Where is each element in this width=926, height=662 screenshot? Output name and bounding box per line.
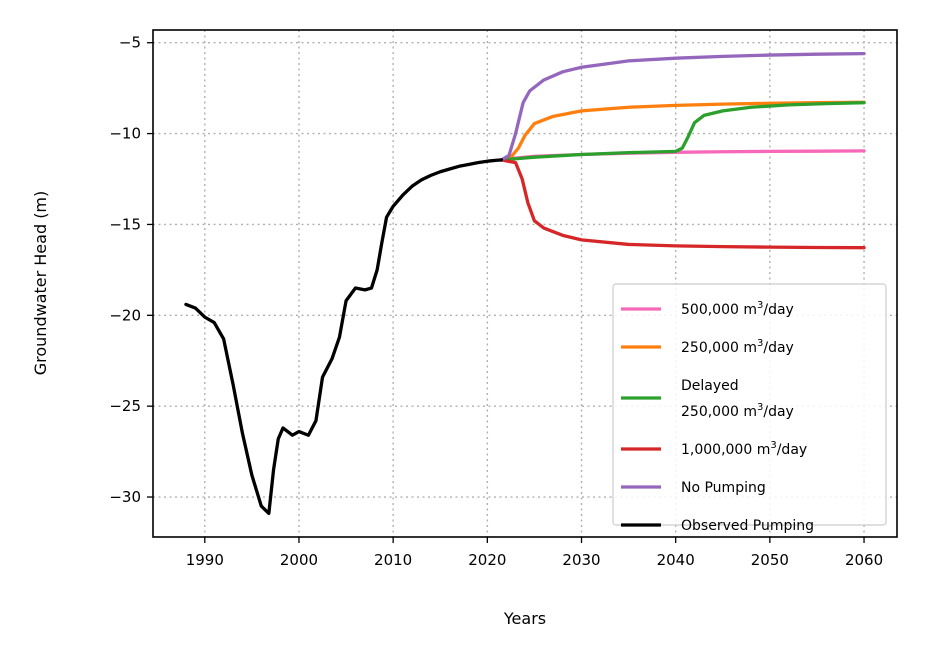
x-tick-label: 2040 bbox=[657, 551, 695, 569]
series-line-s250k bbox=[499, 100, 866, 162]
legend-label-s250k: 250,000 m3/day bbox=[681, 338, 794, 356]
legend-label-delayed: Delayed bbox=[681, 378, 739, 394]
legend-label-s1m: 1,000,000 m3/day bbox=[681, 440, 807, 458]
x-tick-label: 2000 bbox=[280, 551, 318, 569]
series-line-s1m bbox=[499, 158, 866, 250]
y-tick-label: −30 bbox=[109, 488, 141, 506]
grid-lines bbox=[153, 30, 897, 537]
series-line-nopump bbox=[499, 51, 866, 162]
y-axis-label: Groundwater Head (m) bbox=[31, 191, 50, 376]
x-tick-label: 2060 bbox=[845, 551, 883, 569]
x-tick-label: 2030 bbox=[562, 551, 600, 569]
legend-label-observed: Observed Pumping bbox=[681, 518, 814, 534]
legend-label-nopump: No Pumping bbox=[681, 480, 766, 496]
legend: 500,000 m3/day 250,000 m3/day Delayed 250,0… bbox=[612, 283, 887, 534]
series-line-observed bbox=[184, 158, 504, 516]
y-tick-label: −25 bbox=[109, 397, 141, 415]
x-tick-label: 2050 bbox=[751, 551, 789, 569]
y-tick-label: −15 bbox=[109, 215, 141, 233]
plot-frame bbox=[152, 29, 898, 538]
series-lines bbox=[184, 51, 866, 516]
x-tick-label: 1990 bbox=[186, 551, 224, 569]
legend-label-delayed: 250,000 m3/day bbox=[681, 402, 794, 420]
x-tick-label: 2020 bbox=[468, 551, 506, 569]
legend-label-s500k: 500,000 m3/day bbox=[681, 300, 794, 318]
y-tick-label: −5 bbox=[119, 34, 141, 52]
x-axis-label: Years bbox=[503, 609, 546, 628]
y-tick-label: −10 bbox=[109, 125, 141, 143]
x-axis-ticks: 1990 2000 2010 2020 2030 2040 2050 2060 bbox=[186, 537, 883, 569]
x-tick-label: 2010 bbox=[374, 551, 412, 569]
legend-box bbox=[612, 283, 887, 526]
y-axis-ticks: −5 −10 −15 −20 −25 −30 bbox=[109, 34, 153, 506]
y-tick-label: −20 bbox=[109, 306, 141, 324]
series-line-delayed bbox=[499, 101, 866, 162]
